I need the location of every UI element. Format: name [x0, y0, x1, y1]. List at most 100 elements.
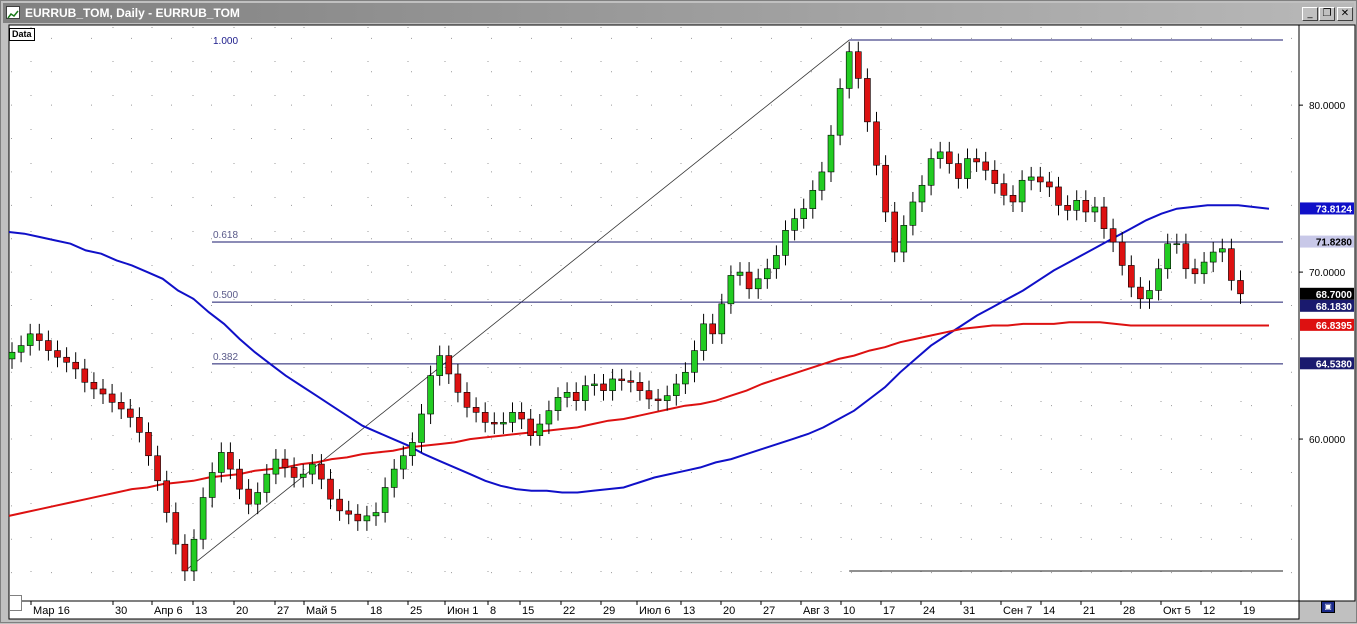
price-label-text: 68.7000 [1316, 290, 1353, 301]
candle-body [281, 458, 289, 468]
candle-body [318, 463, 325, 480]
candle [1191, 258, 1199, 284]
candle [1109, 218, 1117, 253]
candle [1091, 196, 1099, 223]
candle-body [500, 422, 507, 425]
candle-body [918, 184, 926, 203]
price-label-bg [1300, 287, 1354, 300]
candle-body [17, 345, 25, 353]
candle-body [254, 492, 261, 505]
candle [1027, 166, 1035, 191]
candle-body [1219, 248, 1226, 253]
x-tick-label: 10 [843, 605, 855, 617]
candle-body [35, 333, 43, 341]
candle-body [181, 543, 189, 572]
candle [500, 412, 507, 435]
x-axis-labels: Мар 16 30 Апр 6 13 20 27 Май 5 18 25 Июн 1 8 15 22 29… [30, 601, 1255, 617]
candle-body [263, 473, 271, 493]
candle-body [1046, 181, 1053, 188]
candle-body [572, 392, 580, 401]
price-axis[interactable] [1298, 24, 1356, 602]
candle-body [463, 392, 471, 408]
x-tick-label: 20 [236, 605, 248, 617]
candle [982, 151, 990, 181]
scale-toggle-icon[interactable]: ▣ [1321, 601, 1335, 613]
candle [1209, 242, 1217, 273]
candle [181, 534, 189, 581]
candle [54, 340, 61, 368]
candle-body [536, 423, 544, 437]
candle-body [208, 472, 216, 498]
candle [836, 78, 844, 146]
candle [1037, 166, 1044, 192]
candle [490, 412, 498, 435]
x-tick-label: 30 [115, 605, 127, 617]
candle [318, 454, 325, 490]
chart-plot-area[interactable] [8, 24, 1300, 602]
candle [1155, 258, 1162, 301]
candle-body [636, 381, 644, 391]
candle-body [8, 351, 16, 360]
candle [463, 382, 471, 418]
candle [1009, 185, 1017, 212]
candle [26, 323, 34, 356]
candle [227, 442, 234, 480]
candle [154, 445, 161, 491]
candle-body [436, 355, 444, 376]
candle-body [336, 498, 343, 512]
candle [727, 265, 735, 314]
x-tick-label: 14 [1043, 605, 1055, 617]
candle [645, 380, 653, 409]
candle-body [873, 121, 880, 166]
candle-body [927, 158, 935, 186]
candle [218, 442, 225, 483]
x-tick-label: 27 [277, 605, 289, 617]
candle-body [600, 383, 607, 391]
candle [1228, 238, 1235, 291]
fib-level-label-0.500: 0.500 [213, 290, 238, 301]
title-bar[interactable]: EURRUB_TOM, Daily - EURRUB_TOM _ ❐ ✕ [3, 3, 1354, 23]
candle [909, 191, 917, 236]
candle-body [645, 390, 653, 400]
candle [327, 469, 334, 510]
x-tick-label: 25 [410, 605, 422, 617]
close-button[interactable]: ✕ [1337, 7, 1353, 21]
candle [354, 504, 362, 531]
candle [1046, 171, 1053, 197]
candle [1137, 277, 1144, 309]
candle [208, 462, 216, 508]
candle [845, 41, 853, 99]
candle [1118, 232, 1126, 276]
candle [1219, 238, 1226, 263]
x-tick-label: 29 [603, 605, 615, 617]
candle [800, 198, 808, 229]
candle-body [882, 164, 889, 213]
candle [955, 153, 962, 189]
candle [381, 477, 389, 523]
minimize-button[interactable]: _ [1302, 7, 1318, 21]
x-tick-label: 13 [195, 605, 207, 617]
candle [363, 505, 371, 531]
candle [427, 365, 434, 425]
candle-body [190, 538, 198, 572]
candle-body [1128, 265, 1135, 288]
candle-body [136, 417, 143, 433]
candle-body [563, 392, 571, 398]
candle-body [127, 408, 134, 418]
candle [654, 388, 662, 411]
price-label-64.5380: 64.5380 [1300, 357, 1354, 370]
corner-box [9, 595, 22, 611]
candle-body [363, 515, 371, 522]
candle-body [1191, 268, 1199, 275]
price-label-text: 71.8280 [1316, 238, 1353, 249]
candle-body [1146, 290, 1153, 300]
candle-body [490, 422, 498, 425]
candle-body [445, 355, 453, 375]
candle [190, 529, 198, 581]
data-window-tag[interactable]: Data [9, 28, 35, 41]
candle [127, 398, 134, 428]
fib-level-label-1.000: 1.000 [213, 36, 238, 47]
restore-button[interactable]: ❐ [1319, 7, 1335, 21]
